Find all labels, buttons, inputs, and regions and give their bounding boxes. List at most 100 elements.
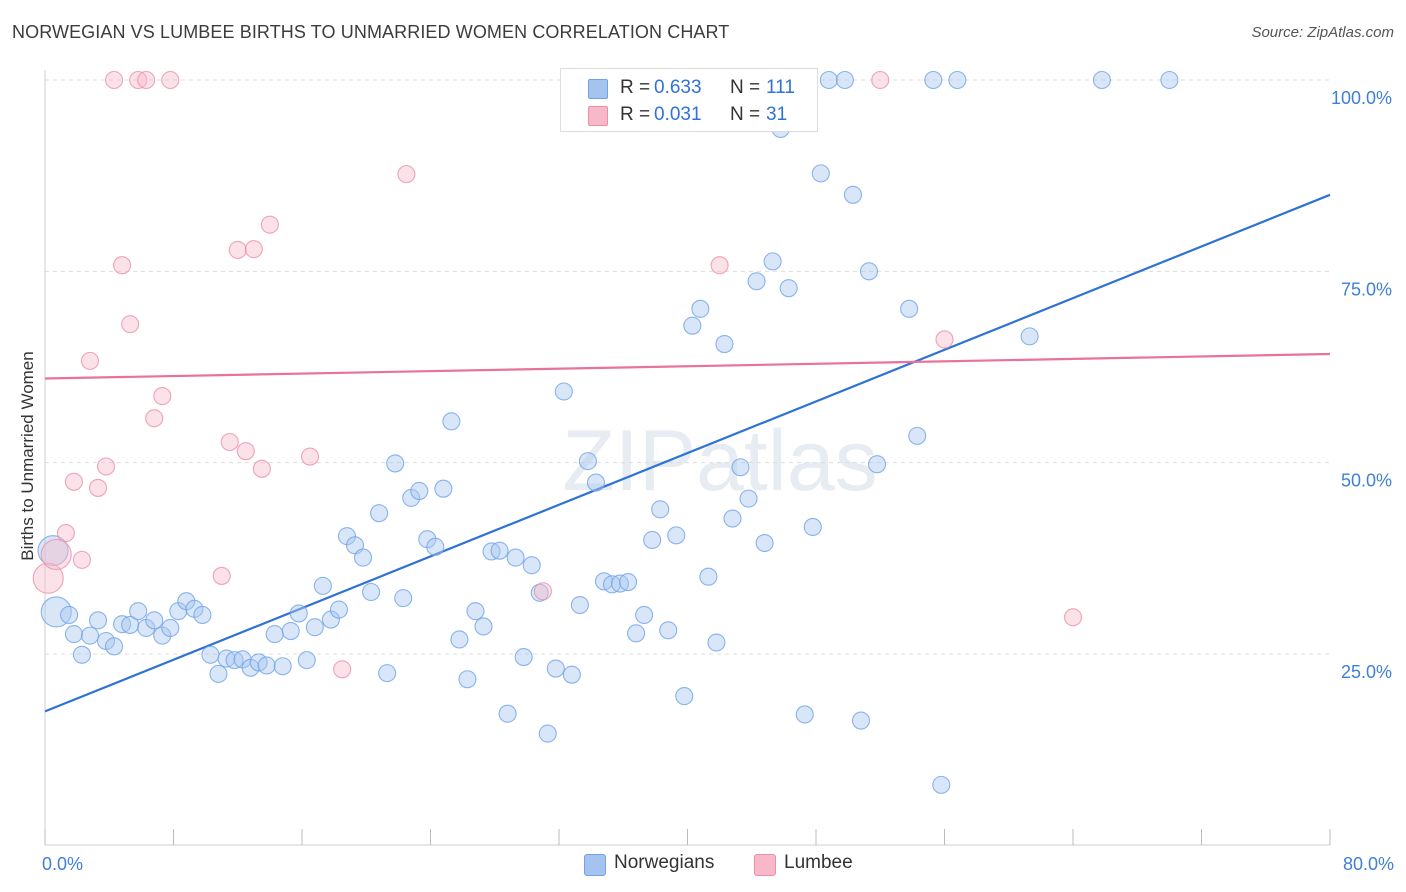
- norwegians-point: [161, 618, 180, 638]
- tick-labels: 25.0% 50.0% 75.0% 100.0% 0.0% 80.0%: [42, 88, 1394, 874]
- lumbee-point: [212, 566, 231, 585]
- norwegians-point: [370, 504, 389, 523]
- source-note: Source: ZipAtlas.com: [1251, 24, 1394, 41]
- norwegians-point: [145, 611, 164, 630]
- norwegians-point: [803, 517, 822, 537]
- y-tick-label: 50.0%: [1341, 471, 1392, 491]
- norwegians-point: [105, 637, 124, 656]
- norwegians-point: [506, 548, 525, 567]
- lumbee-point: [88, 478, 108, 497]
- chart-title: NORWEGIAN VS LUMBEE BIRTHS TO UNMARRIED …: [12, 22, 730, 42]
- norwegians-legend-swatch: [584, 854, 606, 876]
- norwegians-point: [281, 621, 300, 641]
- norwegians-point: [530, 583, 549, 602]
- norwegians-point: [643, 530, 662, 550]
- n-label: N =: [730, 104, 761, 125]
- norwegians-point: [410, 481, 429, 501]
- lumbee-point: [935, 330, 954, 349]
- watermark: ZIPatlas: [562, 413, 877, 509]
- norwegians-point: [514, 648, 533, 667]
- x-tick-label: 0.0%: [42, 854, 83, 874]
- norwegians-point: [707, 633, 726, 652]
- lumbee-point: [137, 70, 156, 90]
- norwegians-point: [394, 589, 413, 608]
- lumbee-legend-swatch: [754, 854, 776, 876]
- norwegians-point: [88, 611, 108, 630]
- norwegians-point: [193, 605, 212, 625]
- norwegians-point: [490, 541, 509, 560]
- norwegians-point: [779, 279, 798, 298]
- norwegians-point: [900, 299, 919, 318]
- norwegians-trend-line: [44, 193, 1331, 713]
- norwegians-point: [458, 670, 477, 689]
- norwegians-point: [466, 602, 485, 621]
- r-value: 0.031: [654, 104, 702, 125]
- norwegians-point: [257, 656, 276, 675]
- norwegians-point: [651, 500, 670, 519]
- norwegians-point: [755, 533, 774, 553]
- lumbee-point: [397, 165, 416, 184]
- legend-row-lumbee: R = 0.031 N = 31: [561, 100, 817, 128]
- norwegians-point: [795, 705, 814, 724]
- legend-label: Lumbee: [784, 852, 853, 873]
- norwegians-point: [450, 630, 469, 649]
- norwegians-point: [313, 576, 332, 595]
- norwegians-point: [378, 664, 397, 683]
- norwegians-point: [932, 775, 951, 794]
- y-axis-label: Births to Unmarried Women: [18, 351, 37, 560]
- lumbee-point: [105, 70, 124, 90]
- norwegians-point: [763, 252, 782, 271]
- norwegians-point: [554, 382, 573, 401]
- lumbee-trend-line: [44, 352, 1331, 380]
- norwegians-point: [289, 604, 308, 623]
- lumbee-point: [153, 387, 172, 406]
- norwegians-point: [586, 473, 605, 492]
- norwegians-point: [442, 412, 461, 431]
- norwegians-point: [273, 657, 292, 676]
- norwegians-point: [715, 334, 734, 354]
- norwegians-point: [1160, 70, 1179, 90]
- lumbee-point: [228, 240, 247, 259]
- r-label: R =: [620, 77, 651, 98]
- lumbee-point: [40, 538, 72, 571]
- norwegians-point: [60, 605, 79, 625]
- norwegians-point: [675, 687, 694, 706]
- n-label: N =: [730, 77, 761, 98]
- lumbee-point: [533, 582, 552, 601]
- lumbee-swatch: [588, 106, 608, 126]
- norwegians-point: [739, 489, 758, 508]
- norwegians-point: [691, 299, 710, 318]
- n-value: 31: [766, 104, 788, 125]
- norwegians-point: [908, 426, 927, 445]
- norwegians-point: [434, 479, 453, 498]
- norwegians-point: [859, 262, 879, 281]
- norwegians-point: [835, 70, 854, 90]
- norwegians-point: [498, 704, 517, 723]
- norwegians-point: [386, 454, 405, 473]
- norwegians-point: [37, 535, 69, 567]
- norwegians-point: [867, 455, 887, 474]
- norwegians-point: [426, 537, 445, 556]
- lumbee-point: [244, 240, 263, 259]
- lumbee-point: [72, 550, 91, 569]
- norwegians-point: [699, 567, 718, 586]
- norwegians-point: [297, 651, 316, 670]
- norwegians-point: [731, 458, 750, 477]
- norwegians-point: [64, 625, 83, 644]
- norwegians-swatch: [588, 79, 608, 99]
- norwegians-point: [562, 665, 581, 684]
- lumbee-point: [333, 660, 352, 679]
- r-label: R =: [620, 104, 651, 125]
- n-value: 111: [766, 77, 795, 98]
- norwegians-point: [948, 70, 967, 90]
- y-tick-label: 75.0%: [1341, 279, 1392, 299]
- stats-legend: R = 0.633 N = 111 R = 0.031 N = 31: [560, 68, 818, 132]
- trend-lines: [44, 193, 1331, 713]
- norwegians-point: [353, 548, 373, 567]
- norwegians-point: [40, 596, 72, 628]
- lumbee-point: [80, 351, 100, 370]
- lumbee-point: [236, 442, 255, 461]
- lumbee-point: [121, 315, 140, 334]
- lumbee-point: [113, 256, 132, 275]
- norwegians-point: [851, 711, 871, 730]
